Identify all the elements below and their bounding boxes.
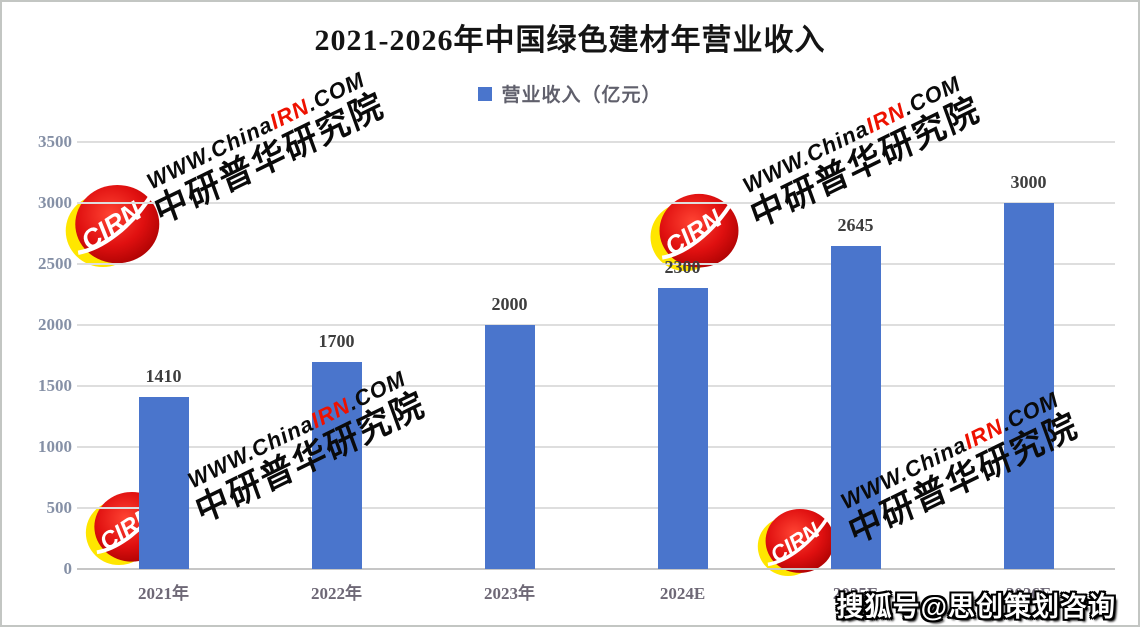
bar-2025E bbox=[830, 246, 881, 569]
chinairn-watermark: WWW.ChinaIRN.COM 中研普华研究院 bbox=[165, 357, 444, 536]
y-tick-label: 2500 bbox=[38, 254, 72, 273]
watermark-url-line: WWW.ChinaIRN.COM bbox=[183, 365, 410, 494]
legend-label: 营业收入（亿元） bbox=[501, 85, 662, 106]
gridline bbox=[77, 385, 1115, 387]
x-tick-label: 2022年 bbox=[311, 584, 362, 603]
legend: 营业收入（亿元） bbox=[2, 80, 1138, 107]
logo-swoosh bbox=[767, 513, 832, 567]
value-label: 2300 bbox=[664, 257, 701, 278]
watermark-cn-line: 中研普华研究院 bbox=[190, 384, 431, 531]
y-tick-label: 3500 bbox=[38, 132, 72, 151]
bar-2024E bbox=[657, 288, 708, 569]
logo-swoosh bbox=[661, 199, 735, 260]
watermark-cn-line: 中研普华研究院 bbox=[149, 85, 390, 232]
bar-2026E bbox=[1003, 203, 1054, 569]
watermark-url-line: WWW.ChinaIRN.COM bbox=[836, 386, 1063, 515]
x-axis-line bbox=[77, 568, 1115, 570]
value-label: 1410 bbox=[145, 365, 182, 386]
sohu-credit-watermark: 搜狐号@思创策划咨询 bbox=[836, 592, 1116, 622]
x-tick-label: 2025E bbox=[832, 584, 879, 603]
watermark-url-line: WWW.ChinaIRN.COM bbox=[738, 70, 965, 199]
gridline bbox=[77, 202, 1115, 204]
bar-2021年 bbox=[138, 396, 189, 569]
value-label: 2000 bbox=[491, 294, 528, 314]
bar-2022年 bbox=[311, 361, 362, 569]
value-label: 1700 bbox=[318, 330, 355, 351]
watermark-cn-line: 中研普华研究院 bbox=[843, 405, 1084, 552]
x-tick-label: 2021年 bbox=[138, 584, 189, 603]
gridline bbox=[77, 446, 1115, 448]
cirn-logo: CIRN bbox=[650, 193, 739, 272]
cirn-logo: CIRN bbox=[757, 508, 835, 577]
logo-red-disc bbox=[75, 184, 160, 264]
watermark-url-line: WWW.ChinaIRN.COM bbox=[142, 66, 369, 195]
bar-2023年 bbox=[484, 325, 535, 569]
cirn-logo: CIRN bbox=[65, 184, 160, 268]
legend-swatch bbox=[478, 86, 493, 101]
gridline bbox=[77, 141, 1115, 143]
y-tick-label: 2000 bbox=[38, 315, 72, 334]
logo-red-disc bbox=[765, 508, 835, 573]
y-tick-label: 1000 bbox=[38, 437, 72, 456]
watermark-cn-line: 中研普华研究院 bbox=[745, 89, 986, 236]
value-label: 2645 bbox=[837, 215, 874, 236]
x-tick-label: 2023年 bbox=[484, 584, 535, 603]
y-tick-label: 500 bbox=[46, 498, 73, 517]
chinairn-watermark: WWW.ChinaIRN.COM 中研普华研究院 bbox=[124, 58, 403, 237]
y-tick-label: 1500 bbox=[38, 376, 72, 395]
chinairn-watermark: WWW.ChinaIRN.COM 中研普华研究院 bbox=[818, 378, 1097, 557]
y-tick-label: 3000 bbox=[38, 193, 72, 212]
y-tick-label: 0 bbox=[63, 559, 73, 578]
gridline bbox=[77, 263, 1115, 265]
value-label: 3000 bbox=[1010, 172, 1047, 192]
chinairn-watermark: WWW.ChinaIRN.COM 中研普华研究院 bbox=[720, 62, 999, 241]
logo-red-disc bbox=[659, 193, 739, 268]
chart-title: 2021-2026年中国绿色建材年营业收入 bbox=[314, 24, 826, 57]
x-tick-label: 2024E bbox=[659, 584, 706, 603]
x-tick-label: 2026E bbox=[1005, 584, 1052, 603]
gridline bbox=[77, 324, 1115, 326]
gridline bbox=[77, 507, 1115, 509]
